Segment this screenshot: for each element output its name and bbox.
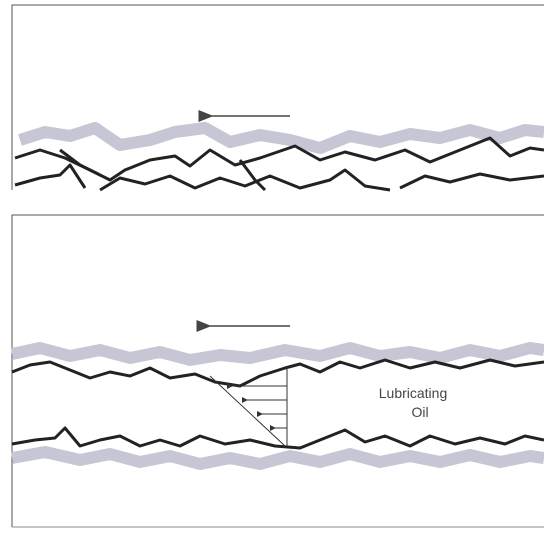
lubricant-label: Oil [411,404,428,420]
upper-surface-texture [10,342,544,366]
panel-frame [11,214,544,527]
dry-contact-panel [11,4,544,192]
upper-surface [11,358,544,388]
asperity-contact [59,148,267,192]
lower-surface [14,163,544,192]
panel-frame [11,4,544,190]
velocity-profile [209,366,288,447]
lubricant-label: Lubricating [379,385,448,401]
lower-surface [11,426,544,450]
upper-surface [14,136,544,182]
lower-surface-texture [10,446,544,470]
upper-surface-texture [18,122,544,154]
lubricated-panel: Lubricating Oil [10,214,544,528]
